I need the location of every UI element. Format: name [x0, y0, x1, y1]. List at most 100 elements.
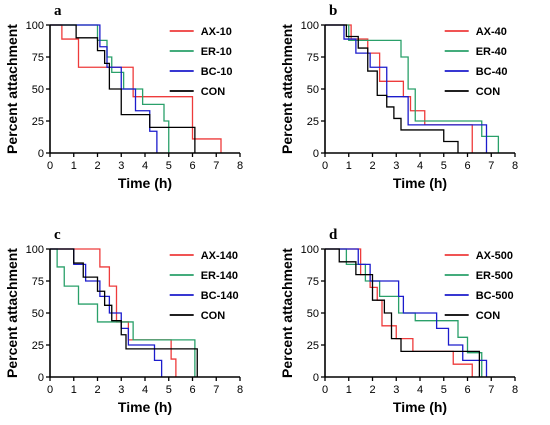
x-tick-label: 2	[94, 160, 100, 172]
legend-label-con: CON	[201, 86, 226, 98]
x-tick-label: 7	[488, 160, 494, 172]
x-tick-label: 7	[213, 384, 219, 396]
x-tick-label: 0	[322, 384, 328, 396]
x-tick-label: 0	[322, 160, 328, 172]
x-tick-label: 1	[346, 384, 352, 396]
x-tick-label: 1	[71, 160, 77, 172]
series-line-er-140	[50, 248, 196, 377]
chart-panel-d: 0 1 2 3 4 5 6 7 8 0 25 50 75 100 Time (h) Percent attac…	[279, 227, 518, 415]
x-tick-label: 3	[118, 160, 124, 172]
series-line-er-10	[50, 24, 170, 153]
legend-label-ax-500: AX-500	[476, 250, 513, 262]
y-tick-label: 100	[301, 20, 319, 32]
x-tick-label: 5	[166, 160, 172, 172]
x-tick-label: 6	[189, 384, 195, 396]
legend-label-er-500: ER-500	[476, 270, 513, 282]
x-tick-label: 7	[213, 160, 219, 172]
series-line-con	[325, 24, 459, 153]
x-tick-label: 2	[369, 384, 375, 396]
panel-label: c	[54, 227, 61, 243]
y-axis-title: Percent attachment	[279, 248, 295, 378]
x-tick-label: 0	[47, 160, 53, 172]
y-tick-label: 100	[301, 244, 319, 256]
legend-label-er-140: ER-140	[201, 270, 238, 282]
x-tick-label: 1	[346, 160, 352, 172]
y-tick-label: 100	[26, 20, 44, 32]
x-tick-label: 3	[118, 384, 124, 396]
x-tick-label: 4	[142, 160, 148, 172]
series-line-bc-40	[325, 24, 488, 153]
y-tick-label: 50	[307, 308, 319, 320]
chart-panel-c: 0 1 2 3 4 5 6 7 8 0 25 50 75 100 Time (h) Percent attac…	[4, 227, 243, 415]
y-tick-label: 0	[38, 372, 44, 384]
legend-label-ax-40: AX-40	[476, 26, 507, 38]
legend-label-con: CON	[476, 310, 501, 322]
y-tick-label: 25	[307, 340, 319, 352]
legend-label-er-40: ER-40	[476, 46, 507, 58]
x-tick-label: 4	[417, 160, 423, 172]
x-tick-label: 8	[512, 160, 518, 172]
series-line-con	[50, 24, 196, 153]
legend-label-bc-10: BC-10	[201, 66, 233, 78]
y-tick-label: 25	[307, 116, 319, 128]
x-tick-label: 8	[237, 160, 243, 172]
x-tick-label: 6	[189, 160, 195, 172]
x-tick-label: 0	[47, 384, 53, 396]
x-tick-label: 4	[417, 384, 423, 396]
chart-panel-a: 0 1 2 3 4 5 6 7 8 0 25 50 75 100 Time (h) Percent attac…	[4, 3, 243, 191]
x-tick-label: 7	[488, 384, 494, 396]
x-tick-label: 5	[441, 160, 447, 172]
x-tick-label: 4	[142, 384, 148, 396]
x-tick-label: 5	[166, 384, 172, 396]
x-axis-title: Time (h)	[118, 175, 172, 191]
x-tick-label: 8	[512, 384, 518, 396]
y-axis-title: Percent attachment	[4, 24, 20, 154]
legend-label-ax-10: AX-10	[201, 26, 232, 38]
x-tick-label: 6	[464, 160, 470, 172]
x-tick-label: 1	[71, 384, 77, 396]
y-tick-label: 75	[307, 276, 319, 288]
y-axis-title: Percent attachment	[4, 248, 20, 378]
x-axis-title: Time (h)	[118, 399, 172, 415]
x-tick-label: 2	[369, 160, 375, 172]
series-line-con	[325, 248, 481, 377]
y-tick-label: 75	[307, 52, 319, 64]
series-line-bc-500	[325, 248, 488, 377]
panel-label: a	[54, 3, 62, 19]
y-tick-label: 0	[313, 372, 319, 384]
x-tick-label: 5	[441, 384, 447, 396]
y-tick-label: 75	[32, 52, 44, 64]
y-axis-title: Percent attachment	[279, 24, 295, 154]
series-line-ax-10	[50, 24, 222, 153]
panel-label: b	[329, 3, 337, 19]
series-line-ax-40	[325, 24, 473, 153]
y-tick-label: 0	[38, 148, 44, 160]
x-tick-label: 2	[94, 384, 100, 396]
series-line-con	[50, 248, 198, 377]
legend-label-ax-140: AX-140	[201, 250, 238, 262]
x-axis-title: Time (h)	[393, 399, 447, 415]
panel-label: d	[329, 227, 338, 243]
x-tick-label: 6	[464, 384, 470, 396]
x-tick-label: 3	[393, 384, 399, 396]
y-tick-label: 0	[313, 148, 319, 160]
y-tick-label: 50	[32, 308, 44, 320]
series-line-er-40	[325, 24, 500, 153]
legend-label-bc-140: BC-140	[201, 290, 239, 302]
chart-panel-b: 0 1 2 3 4 5 6 7 8 0 25 50 75 100 Time (h) Percent attac…	[279, 3, 518, 191]
x-axis-title: Time (h)	[393, 175, 447, 191]
legend-label-con: CON	[201, 310, 226, 322]
y-tick-label: 100	[26, 244, 44, 256]
y-tick-label: 75	[32, 276, 44, 288]
x-tick-label: 8	[237, 384, 243, 396]
legend-label-bc-40: BC-40	[476, 66, 508, 78]
legend-label-er-10: ER-10	[201, 46, 232, 58]
series-line-bc-140	[50, 248, 163, 377]
series-line-ax-140	[50, 248, 177, 377]
legend-label-bc-500: BC-500	[476, 290, 514, 302]
y-tick-label: 25	[32, 116, 44, 128]
legend-label-con: CON	[476, 86, 501, 98]
y-tick-label: 50	[307, 84, 319, 96]
x-tick-label: 3	[393, 160, 399, 172]
